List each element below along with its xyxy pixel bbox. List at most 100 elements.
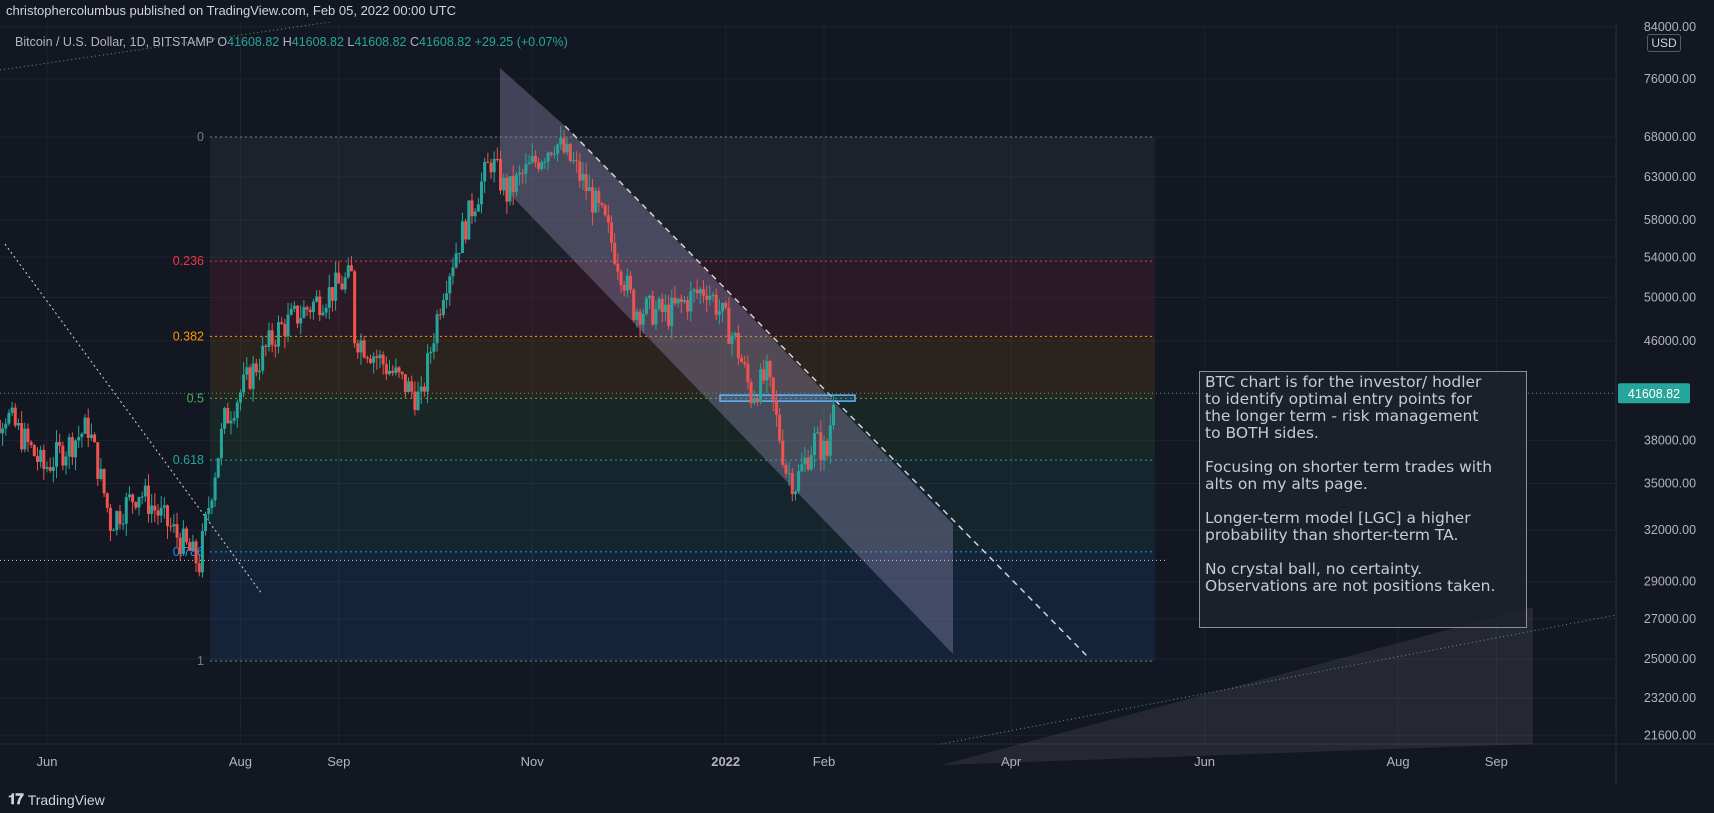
annotation-textbox[interactable]: BTC chart is for the investor/ hodler to…	[1199, 371, 1527, 628]
fib-level-label: 1	[197, 654, 204, 668]
candle-body	[7, 412, 11, 424]
low-label: L	[347, 35, 355, 49]
x-tick-label: Jun	[37, 754, 58, 769]
currency-button[interactable]: USD	[1647, 34, 1681, 52]
y-tick-label: 54000.00	[1644, 250, 1696, 264]
candle-body	[318, 296, 322, 316]
candle-body	[809, 455, 813, 470]
candle-body	[676, 298, 680, 304]
candle-body	[549, 152, 553, 155]
candle-body	[790, 473, 794, 495]
candle-body	[378, 354, 382, 359]
candle-body	[188, 542, 192, 551]
y-tick-label: 50000.00	[1644, 290, 1696, 304]
candle-body	[308, 309, 312, 313]
candle-body	[16, 423, 20, 426]
candle-body	[204, 513, 208, 532]
y-tick-label: 46000.00	[1644, 334, 1696, 348]
low-value: 41608.82	[354, 35, 407, 49]
candle-body	[327, 287, 331, 308]
candle-body	[58, 442, 62, 446]
fib-zone	[210, 137, 1155, 262]
candle-body	[264, 345, 268, 347]
candle-body	[400, 372, 404, 375]
candle-body	[403, 374, 407, 393]
candle-body	[226, 407, 230, 424]
candle-body	[127, 494, 131, 498]
candle-body	[698, 289, 702, 294]
candle-body	[388, 370, 392, 375]
candle-body	[464, 221, 468, 240]
candle-body	[270, 330, 274, 345]
fib-zone	[210, 460, 1155, 552]
candle-body	[486, 161, 490, 163]
candle-body	[289, 308, 293, 315]
candle-body	[365, 357, 369, 359]
candle-body	[146, 485, 150, 514]
fib-level-label: 0.5	[187, 391, 204, 405]
tradingview-logo-icon: 𝟏𝟕	[8, 791, 24, 808]
candle-body	[29, 441, 33, 446]
candle-body	[305, 307, 309, 310]
candle-body	[70, 437, 74, 458]
candle-body	[632, 289, 636, 320]
candle-body	[622, 284, 626, 291]
candle-body	[232, 418, 236, 421]
candle-body	[242, 374, 246, 393]
candle-body	[714, 294, 718, 315]
candle-body	[765, 361, 769, 381]
candle-body	[502, 177, 506, 191]
y-tick-label: 35000.00	[1644, 476, 1696, 490]
candle-body	[223, 407, 227, 429]
y-tick-label: 68000.00	[1644, 130, 1696, 144]
candle-body	[181, 528, 185, 554]
candle-body	[251, 363, 255, 389]
candle-body	[812, 433, 816, 456]
candle-body	[39, 449, 43, 462]
candle-body	[470, 200, 474, 217]
candle-body	[752, 398, 756, 403]
candle-body	[315, 296, 319, 302]
candle-body	[762, 369, 766, 381]
last-price-tag-label: 41608.82	[1628, 387, 1680, 401]
y-tick-label: 38000.00	[1644, 434, 1696, 448]
candle-body	[454, 253, 458, 268]
open-value: 41608.82	[227, 35, 280, 49]
candle-body	[483, 161, 487, 182]
candle-body	[219, 428, 223, 459]
tradingview-logo[interactable]: 𝟏𝟕 TradingView	[8, 791, 105, 808]
candle-body	[286, 314, 290, 337]
candle-body	[172, 524, 176, 527]
candle-body	[267, 330, 271, 347]
candle-body	[235, 402, 239, 419]
candle-body	[651, 295, 655, 325]
x-tick-label: Jun	[1194, 754, 1215, 769]
candle-body	[137, 497, 141, 508]
candle-body	[67, 437, 71, 457]
candle-body	[587, 187, 591, 191]
close-label: C	[409, 35, 420, 49]
candle-body	[337, 272, 341, 284]
fib-zone	[210, 398, 1155, 461]
candle-body	[489, 162, 493, 173]
x-tick-label: Sep	[327, 754, 350, 769]
candle-body	[394, 367, 398, 373]
candle-body	[445, 293, 449, 301]
candle-body	[660, 298, 664, 313]
candle-body	[407, 381, 411, 393]
candle-body	[330, 287, 334, 301]
candle-body	[530, 155, 534, 163]
candle-body	[721, 302, 725, 312]
candle-body	[299, 317, 303, 324]
y-tick-label: 84000.00	[1644, 22, 1696, 34]
candle-body	[521, 172, 525, 174]
candle-body	[648, 295, 652, 299]
candle-body	[435, 314, 439, 344]
candle-body	[673, 297, 677, 304]
fib-level-label: 0	[197, 130, 204, 144]
candle-body	[349, 265, 353, 272]
candle-body	[238, 392, 242, 403]
candle-body	[296, 305, 300, 324]
fib-level-label: 0.382	[173, 329, 204, 343]
candle-body	[749, 382, 753, 403]
